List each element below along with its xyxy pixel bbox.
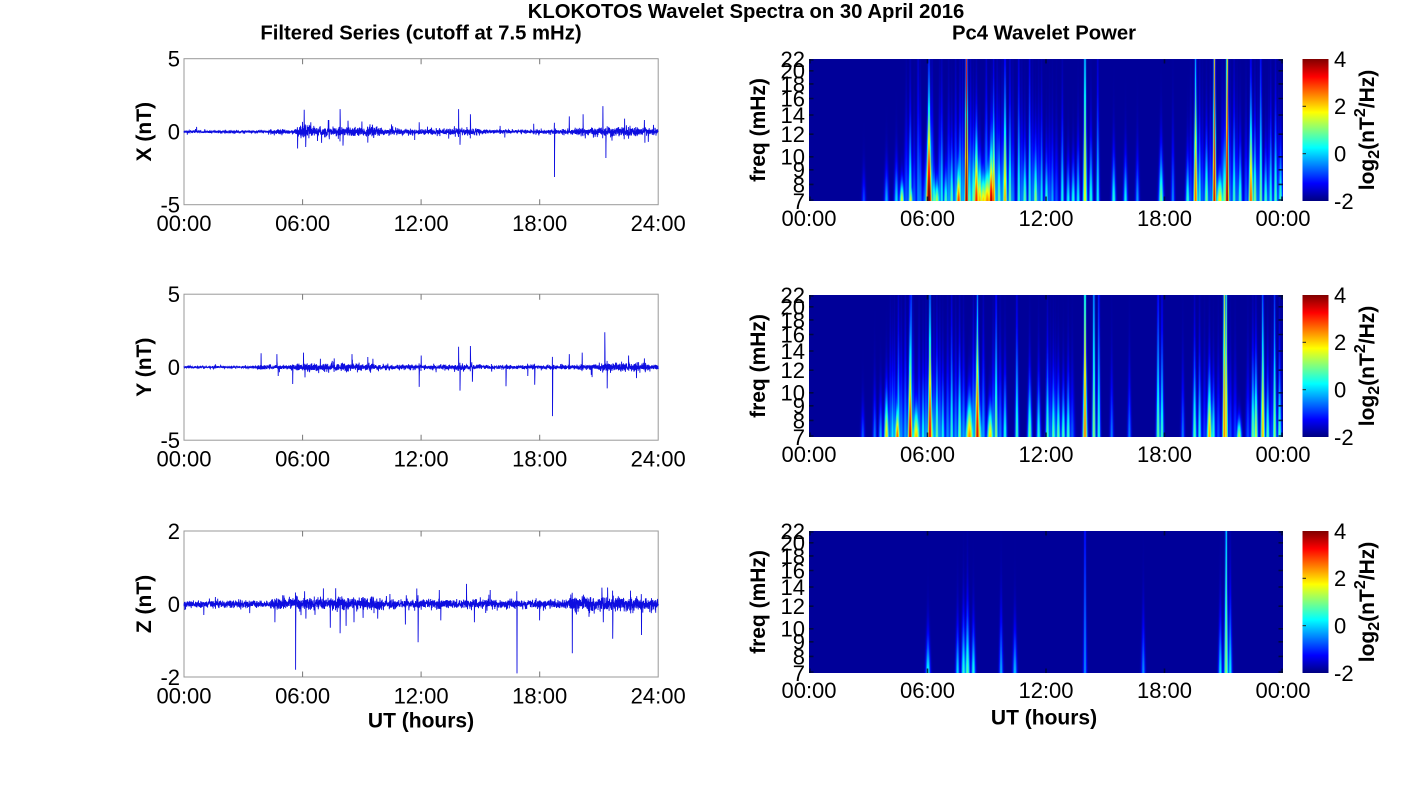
svg-text:8: 8 <box>793 172 805 197</box>
svg-text:9: 9 <box>793 630 805 655</box>
svg-text:18: 18 <box>781 72 805 97</box>
svg-text:06:00: 06:00 <box>275 684 330 709</box>
svg-text:Y (nT): Y (nT) <box>133 338 156 397</box>
svg-text:12:00: 12:00 <box>394 211 449 236</box>
svg-text:7: 7 <box>793 661 805 686</box>
svg-text:20: 20 <box>781 531 805 556</box>
svg-text:12:00: 12:00 <box>1018 442 1073 467</box>
svg-text:7: 7 <box>793 425 805 450</box>
svg-text:log2(nT2/Hz): log2(nT2/Hz) <box>1352 542 1383 662</box>
svg-text:18:00: 18:00 <box>1137 678 1192 703</box>
svg-text:-2: -2 <box>1334 189 1354 214</box>
svg-text:UT (hours): UT (hours) <box>991 707 1097 730</box>
svg-text:0: 0 <box>1334 614 1346 639</box>
svg-text:10: 10 <box>781 381 805 406</box>
svg-text:0: 0 <box>168 120 180 145</box>
svg-text:12: 12 <box>781 594 805 619</box>
svg-text:12:00: 12:00 <box>1018 206 1073 231</box>
svg-text:00:00: 00:00 <box>781 442 836 467</box>
svg-text:freq (mHz): freq (mHz) <box>747 78 770 182</box>
svg-text:4: 4 <box>1334 47 1346 72</box>
svg-text:18: 18 <box>781 308 805 333</box>
svg-text:24:00: 24:00 <box>631 211 686 236</box>
svg-text:8: 8 <box>793 408 805 433</box>
svg-text:24:00: 24:00 <box>631 684 686 709</box>
svg-text:14: 14 <box>781 339 805 364</box>
svg-text:00:00: 00:00 <box>156 447 211 472</box>
svg-text:-2: -2 <box>160 665 180 690</box>
svg-text:2: 2 <box>168 519 180 544</box>
svg-text:14: 14 <box>781 575 805 600</box>
svg-text:-5: -5 <box>160 193 180 218</box>
svg-text:-2: -2 <box>1334 661 1354 686</box>
svg-text:16: 16 <box>781 558 805 583</box>
svg-text:5: 5 <box>168 282 180 307</box>
svg-text:Pc4 Wavelet Power: Pc4 Wavelet Power <box>952 23 1136 45</box>
svg-text:8: 8 <box>793 644 805 669</box>
svg-text:18:00: 18:00 <box>1137 442 1192 467</box>
svg-text:22: 22 <box>781 283 805 308</box>
svg-text:00:00: 00:00 <box>781 206 836 231</box>
svg-text:16: 16 <box>781 86 805 111</box>
svg-text:00:00: 00:00 <box>156 211 211 236</box>
svg-text:log2(nT2/Hz): log2(nT2/Hz) <box>1352 306 1383 426</box>
svg-text:18:00: 18:00 <box>512 684 567 709</box>
svg-text:20: 20 <box>781 59 805 84</box>
svg-text:X (nT): X (nT) <box>133 102 156 161</box>
svg-text:2: 2 <box>1334 330 1346 355</box>
svg-text:12:00: 12:00 <box>394 447 449 472</box>
svg-text:0: 0 <box>1334 142 1346 167</box>
svg-text:12: 12 <box>781 122 805 147</box>
svg-text:-2: -2 <box>1334 425 1354 450</box>
svg-text:2: 2 <box>1334 94 1346 119</box>
svg-text:5: 5 <box>168 47 180 72</box>
svg-text:06:00: 06:00 <box>900 206 955 231</box>
svg-text:24:00: 24:00 <box>631 447 686 472</box>
svg-text:18:00: 18:00 <box>1137 206 1192 231</box>
svg-text:freq (mHz): freq (mHz) <box>747 550 770 654</box>
svg-text:00:00: 00:00 <box>156 684 211 709</box>
svg-text:12: 12 <box>781 358 805 383</box>
svg-text:KLOKOTOS Wavelet Spectra on 30: KLOKOTOS Wavelet Spectra on 30 April 201… <box>528 1 965 23</box>
svg-text:4: 4 <box>1334 519 1346 544</box>
svg-text:06:00: 06:00 <box>275 447 330 472</box>
svg-text:18: 18 <box>781 544 805 569</box>
svg-text:14: 14 <box>781 103 805 128</box>
svg-text:9: 9 <box>793 158 805 183</box>
svg-text:0: 0 <box>168 355 180 380</box>
svg-text:9: 9 <box>793 394 805 419</box>
svg-text:18:00: 18:00 <box>512 447 567 472</box>
svg-text:20: 20 <box>781 295 805 320</box>
svg-text:2: 2 <box>1334 566 1346 591</box>
svg-text:10: 10 <box>781 145 805 170</box>
svg-text:00:00: 00:00 <box>781 678 836 703</box>
svg-text:7: 7 <box>793 189 805 214</box>
svg-text:22: 22 <box>781 519 805 544</box>
svg-text:06:00: 06:00 <box>275 211 330 236</box>
svg-text:10: 10 <box>781 617 805 642</box>
svg-text:18:00: 18:00 <box>512 211 567 236</box>
svg-text:00:00: 00:00 <box>1255 678 1310 703</box>
svg-text:00:00: 00:00 <box>1255 442 1310 467</box>
svg-text:06:00: 06:00 <box>900 678 955 703</box>
svg-text:0: 0 <box>168 592 180 617</box>
svg-text:00:00: 00:00 <box>1255 206 1310 231</box>
svg-text:12:00: 12:00 <box>1018 678 1073 703</box>
svg-text:12:00: 12:00 <box>394 684 449 709</box>
svg-text:4: 4 <box>1334 283 1346 308</box>
svg-text:Z (nT): Z (nT) <box>133 575 156 633</box>
svg-text:22: 22 <box>781 47 805 72</box>
svg-text:log2(nT2/Hz): log2(nT2/Hz) <box>1352 70 1383 190</box>
svg-text:16: 16 <box>781 322 805 347</box>
svg-text:-5: -5 <box>160 428 180 453</box>
svg-text:Filtered Series (cutoff at 7.5: Filtered Series (cutoff at 7.5 mHz) <box>260 23 581 45</box>
svg-text:06:00: 06:00 <box>900 442 955 467</box>
svg-text:UT (hours): UT (hours) <box>368 710 474 733</box>
svg-text:0: 0 <box>1334 378 1346 403</box>
svg-text:freq (mHz): freq (mHz) <box>747 314 770 418</box>
